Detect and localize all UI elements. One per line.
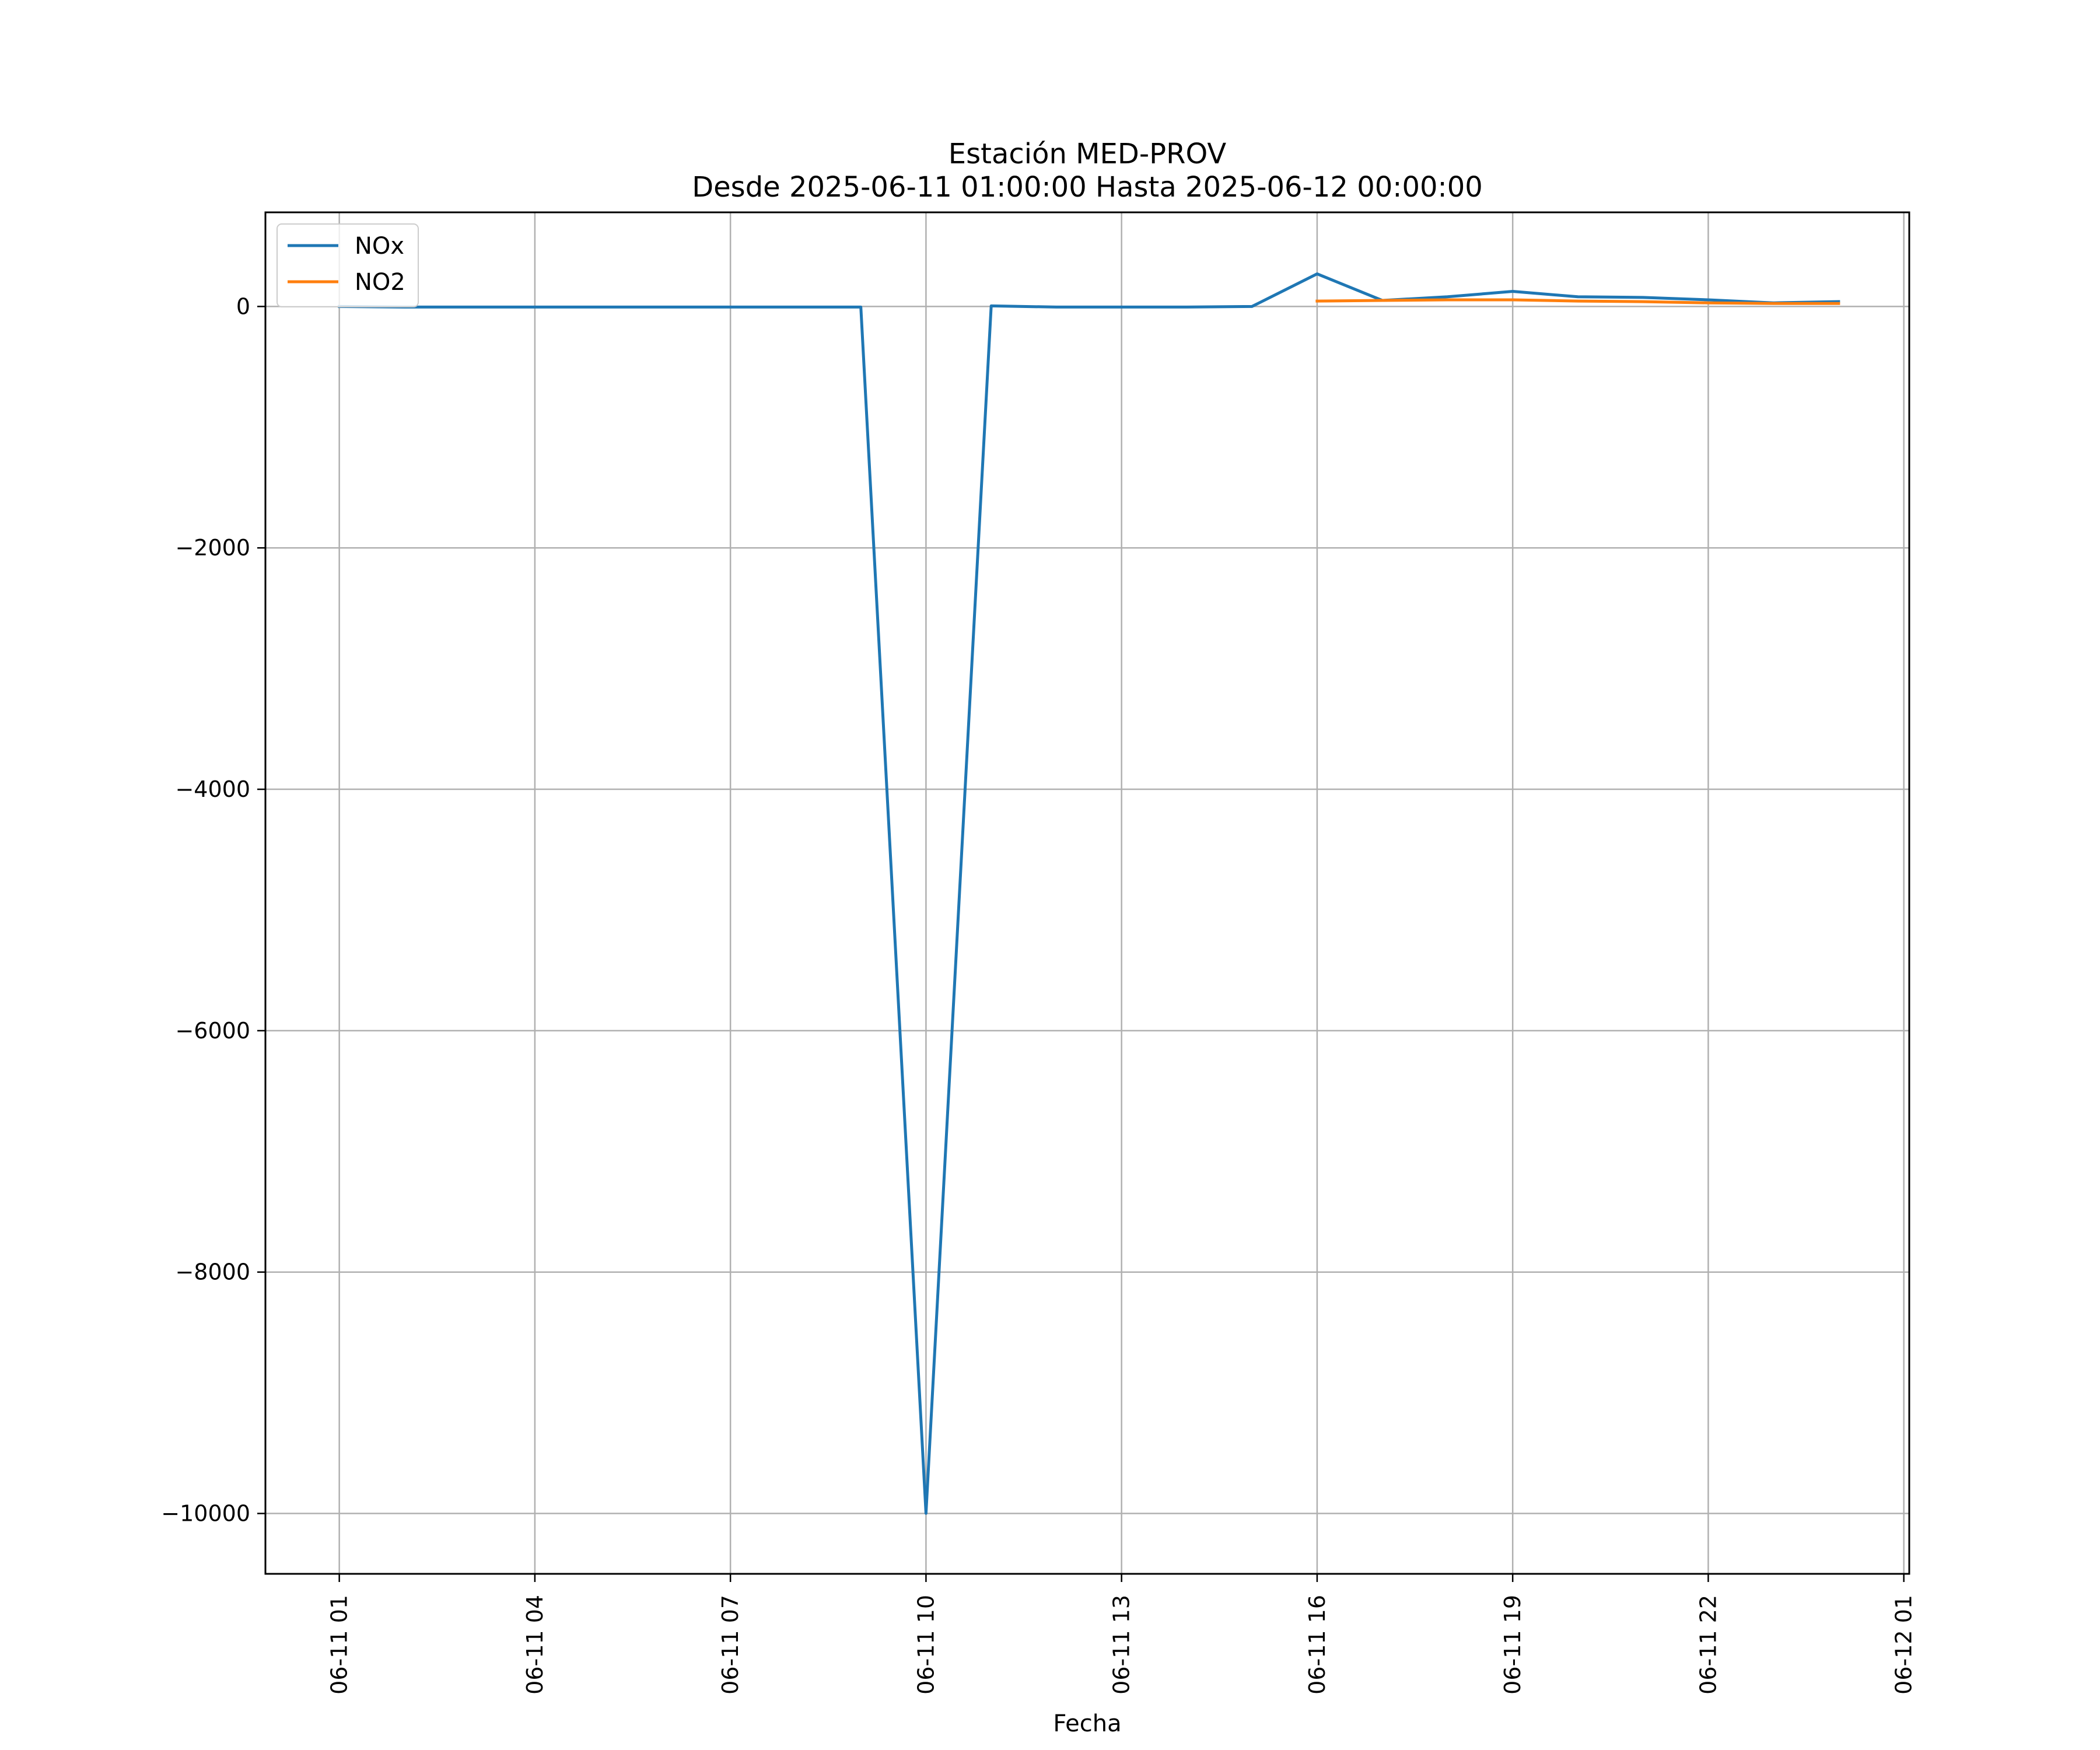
y-tick-label: −8000 <box>175 1259 250 1285</box>
x-tick-label: 06-11 16 <box>1304 1595 1330 1695</box>
chart-subtitle: Desde 2025-06-11 01:00:00 Hasta 2025-06-… <box>692 171 1483 204</box>
x-tick-label: 06-11 04 <box>522 1595 548 1695</box>
plot-area-frame <box>264 211 1910 1575</box>
y-tick-label: −10000 <box>161 1501 250 1527</box>
chart-title: Estación MED-PROV <box>949 138 1227 170</box>
y-tick-label: 0 <box>236 293 250 319</box>
y-tick-label: −4000 <box>175 776 250 802</box>
x-tick-label: 06-11 13 <box>1109 1595 1135 1695</box>
plot-series <box>338 272 1840 1515</box>
x-tick-label: 06-11 19 <box>1500 1595 1525 1695</box>
x-tick-label: 06-11 10 <box>913 1595 939 1695</box>
y-tick-label: −6000 <box>175 1018 250 1044</box>
y-axis-ticks: 0 −2000 −4000 −6000 −8000 −10000 <box>161 293 265 1527</box>
grid-lines <box>265 212 1909 1574</box>
x-tick-label: 06-11 07 <box>718 1595 743 1695</box>
x-axis-label: Fecha <box>1053 1710 1121 1737</box>
legend-label-no2: NO2 <box>355 269 405 296</box>
y-tick-label: −2000 <box>175 535 250 561</box>
x-tick-label: 06-11 22 <box>1695 1595 1721 1695</box>
x-tick-label: 06-12 01 <box>1891 1595 1917 1695</box>
series-line-no2 <box>1315 298 1840 305</box>
legend: NOx NO2 <box>276 223 419 307</box>
x-tick-label: 06-11 01 <box>327 1595 352 1695</box>
x-axis-ticks: 06-11 01 06-11 04 06-11 07 06-11 10 06-11 13… <box>327 1574 1917 1695</box>
legend-label-nox: NOx <box>355 233 404 260</box>
series-line-nox <box>338 272 1840 1515</box>
